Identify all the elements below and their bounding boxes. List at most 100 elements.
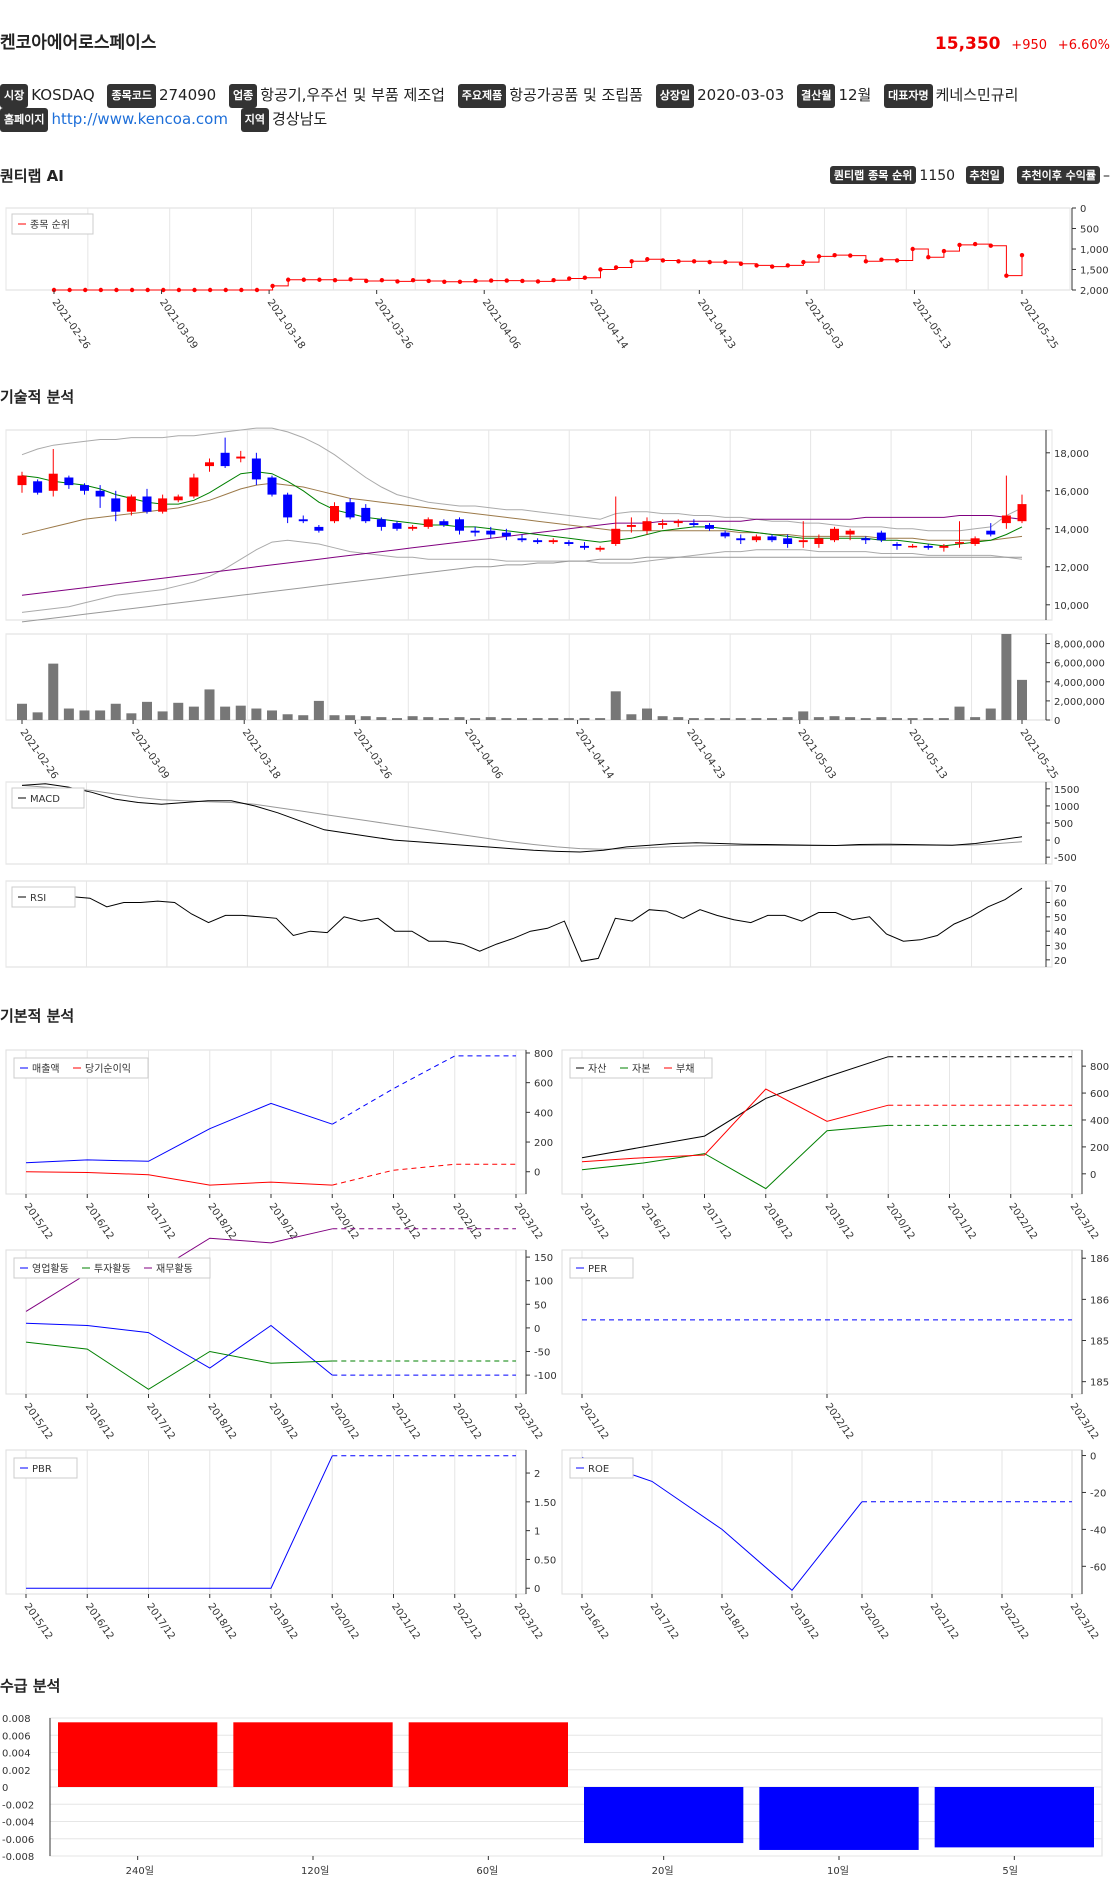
fin-cashflow-x-tick-label: 2016/12 (83, 1401, 116, 1441)
market-value: KOSDAQ (31, 86, 95, 104)
rsi-chart: 20 30 40 50 60 70 RSI (5, 880, 1067, 968)
rank-point (941, 248, 947, 254)
fin-cashflow-x-tick-label: 2022/12 (450, 1401, 483, 1441)
rsi-legend-box (11, 886, 76, 908)
fin-balance-y-tick-label: 800 (1090, 1062, 1109, 1073)
price-candle-body (814, 538, 824, 544)
price-candle-body (533, 540, 543, 543)
volume-bar (173, 702, 184, 720)
volume-bar (48, 663, 59, 720)
rank-y-tick-label: 0 (1080, 204, 1086, 215)
rank-point (364, 278, 369, 284)
price-candle-body (923, 545, 933, 548)
rank-frame (5, 207, 1071, 291)
price-candle-body (470, 530, 480, 533)
fin-sales_income-x-tick-label: 2023/12 (512, 1201, 545, 1241)
fin-balance-legend-box (569, 1057, 713, 1079)
volume-bar (454, 717, 465, 720)
price-y-tick-label: 10,000 (1054, 601, 1089, 612)
volume-bar (298, 715, 309, 720)
ai-section-title: 퀀티랩 AI (0, 167, 64, 185)
price-candle-body (1001, 515, 1011, 524)
fin-roe-x-tick-label: 2016/12 (578, 1601, 611, 1641)
rank-point (879, 257, 884, 262)
supply-bar (934, 1787, 1094, 1848)
fin-pbr-legend-box (13, 1457, 78, 1479)
info-row-2: 홈페이지 http://www.kencoa.com 지역 경상남도 (0, 108, 335, 132)
volume-bar (860, 718, 871, 720)
volume-bar (267, 710, 277, 720)
price-candle-body (33, 481, 43, 493)
price-candle-body (173, 496, 183, 501)
fin-pbr-x-tick-label: 2018/12 (205, 1601, 238, 1641)
rank-point (379, 277, 385, 283)
macd-legend: MACD (11, 787, 85, 809)
fin-pbr-series-line (26, 1455, 333, 1589)
fin-roe-y-tick-label: -60 (1090, 1562, 1106, 1573)
rank-point (114, 287, 119, 293)
rank-point (535, 279, 541, 284)
rank-x-tick-label: 2021-03-26 (372, 297, 414, 351)
rank-point (972, 241, 978, 247)
volume-bar (798, 711, 809, 720)
volume-bar (188, 706, 199, 720)
volume-chart: 02,000,0004,000,0006,000,0008,000,000202… (5, 633, 1105, 781)
volume-bar (501, 718, 512, 720)
price-candle-body (595, 547, 605, 550)
volume-frame (5, 633, 1053, 721)
price-candle-body (751, 536, 761, 541)
rank-point (207, 287, 213, 293)
price-candle-body (423, 519, 433, 527)
rank-point (801, 259, 806, 265)
volume-bar (704, 718, 715, 720)
rank-point (83, 287, 88, 293)
rec-return-tag: 추천이후 수익률 (1017, 166, 1100, 184)
volume-bar (438, 718, 449, 720)
price-candle-body (720, 532, 730, 537)
current-price: 15,350 (934, 34, 1001, 54)
price-candle-body (408, 526, 418, 529)
rank-point (738, 261, 744, 266)
volume-bar (1001, 634, 1012, 720)
price-candle-body (376, 519, 386, 527)
fin-balance-y-tick-label: 600 (1090, 1089, 1109, 1100)
price-candle-body (767, 536, 777, 541)
price-candle-body (95, 490, 105, 497)
fin-sales_income-x-tick-label: 2015/12 (22, 1201, 55, 1241)
fin-sales_income-series-line (25, 1171, 333, 1186)
supply-x-tick-label: 60일 (476, 1865, 498, 1877)
price-candle-body (267, 477, 277, 495)
volume-bar (126, 713, 137, 720)
supply-y-tick-label: -0.008 (2, 1852, 34, 1863)
homepage-link[interactable]: http://www.kencoa.com (51, 110, 228, 128)
fin-sales_income-legend-label: 매출액 (32, 1063, 60, 1075)
price-candle-body (439, 521, 449, 525)
volume-bar (204, 689, 215, 720)
fin-roe-y-tick-label: -40 (1090, 1525, 1106, 1536)
price-candle-body (251, 458, 261, 480)
rank-chart: 0 500 1,000 1,500 2,000 종목 순위 2021-02-26 2021-0… (5, 204, 1109, 351)
volume-bar (17, 703, 27, 720)
fin-balance-x-tick-label: 2020/12 (884, 1201, 917, 1241)
price-change-pct: +6.60% (1057, 38, 1110, 53)
volume-bar (720, 718, 731, 720)
fin-balance-legend: 자산 자본 부채 (569, 1057, 713, 1079)
fin-sales_income-legend-label: 당기순이익 (85, 1063, 131, 1075)
fin-sales_income-x-tick-label: 2018/12 (205, 1201, 238, 1241)
macd-legend-box (11, 787, 85, 809)
volume-bar (282, 714, 293, 720)
price-candle-body (205, 462, 214, 467)
fin-cashflow-legend: 영업활동 투자활동 재무활동 (13, 1257, 211, 1279)
fiscal-tag: 결산월 (797, 84, 836, 108)
price-candle-body (580, 545, 589, 548)
macd-y-tick-label: 1000 (1054, 802, 1079, 813)
rank-y-tick-label: 2,000 (1080, 286, 1109, 297)
rank-point (254, 287, 260, 293)
rank-x-tick-label: 2021-03-18 (265, 297, 307, 351)
volume-bar (79, 710, 90, 720)
volume-bar (579, 718, 590, 720)
fin-per-legend-label: PER (588, 1264, 607, 1275)
fin-roe-x-tick-label: 2023/12 (1068, 1601, 1101, 1641)
volume-bar (845, 717, 856, 720)
fin-sales_income-x-tick-label: 2021/12 (389, 1201, 422, 1241)
